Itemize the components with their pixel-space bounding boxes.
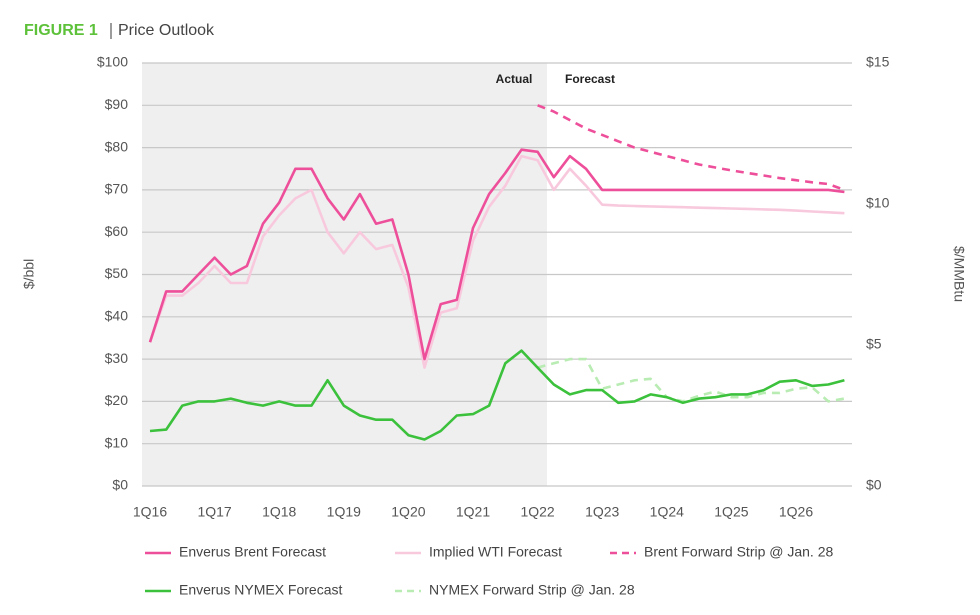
legend-label: Brent Forward Strip @ Jan. 28 <box>644 544 834 560</box>
annotation: Actual <box>496 72 533 86</box>
series-line <box>148 154 845 369</box>
y2-tick-label: $10 <box>866 195 890 211</box>
y-tick-label: $60 <box>105 223 129 239</box>
annotation: Forecast <box>565 72 615 86</box>
y-tick-label: $100 <box>97 54 128 70</box>
x-tick-label: 1Q23 <box>585 504 619 520</box>
y-tick-label: $20 <box>105 392 129 408</box>
y-tick-label: $80 <box>105 138 129 154</box>
y-tick-label: $10 <box>105 434 129 450</box>
y-tick-label: $0 <box>112 477 128 493</box>
legend-label: NYMEX Forward Strip @ Jan. 28 <box>429 582 635 598</box>
x-tick-label: 1Q22 <box>520 504 554 520</box>
series-line <box>537 357 845 403</box>
chart-title: Price Outlook <box>118 22 215 39</box>
x-tick-label: 1Q18 <box>262 504 296 520</box>
x-tick-label: 1Q24 <box>650 504 684 520</box>
y-tick-label: $70 <box>105 181 129 197</box>
legend-label: Enverus Brent Forecast <box>179 544 326 560</box>
y2-tick-label: $0 <box>866 477 882 493</box>
x-tick-label: 1Q20 <box>391 504 425 520</box>
y-tick-label: $40 <box>105 308 129 324</box>
y2-tick-label: $5 <box>866 336 882 352</box>
legend-label: Implied WTI Forecast <box>429 544 562 560</box>
x-tick-label: 1Q25 <box>714 504 748 520</box>
series-line <box>148 148 845 361</box>
y-axis-label: $/bbl <box>21 259 37 289</box>
y2-tick-label: $15 <box>866 54 890 70</box>
x-tick-label: 1Q26 <box>779 504 813 520</box>
x-tick-label: 1Q17 <box>197 504 231 520</box>
y-tick-label: $30 <box>105 350 129 366</box>
x-tick-label: 1Q16 <box>133 504 167 520</box>
x-tick-label: 1Q19 <box>327 504 361 520</box>
series-line <box>537 104 845 192</box>
y-tick-label: $50 <box>105 265 129 281</box>
figure-label: FIGURE 1 <box>24 22 98 39</box>
y-tick-label: $90 <box>105 96 129 112</box>
x-tick-label: 1Q21 <box>456 504 490 520</box>
y2-axis-label: $/MMBtu <box>951 246 967 302</box>
series-line <box>149 349 845 441</box>
legend-label: Enverus NYMEX Forecast <box>179 582 342 598</box>
